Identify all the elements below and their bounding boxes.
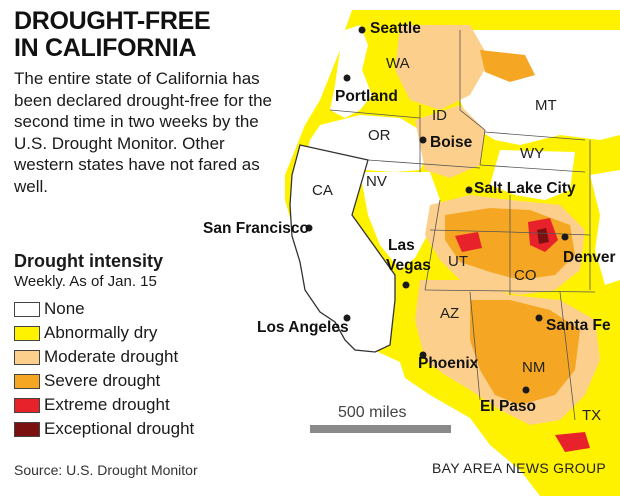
- legend-item: Abnormally dry: [14, 321, 254, 345]
- city-label-seattle: Seattle: [370, 20, 421, 37]
- state-label-id: ID: [432, 107, 447, 124]
- legend-label: Severe drought: [44, 371, 161, 390]
- city-label-salt-lake-city: Salt Lake City: [474, 180, 576, 197]
- legend-swatch: [14, 373, 40, 389]
- legend-label: Abnormally dry: [44, 323, 158, 342]
- denver-marker: [561, 233, 569, 241]
- los-angeles-marker: [343, 314, 351, 322]
- moderate-drought-wa: [395, 25, 490, 110]
- city-label-el-paso: El Paso: [480, 398, 536, 415]
- legend-label: Exceptional drought: [44, 419, 195, 438]
- legend: Drought intensity Weekly. As of Jan. 15 …: [14, 250, 254, 441]
- legend-item: None: [14, 297, 254, 321]
- map-title: DROUGHT-FREE IN CALIFORNIA: [14, 8, 314, 62]
- state-label-ca: CA: [312, 182, 333, 199]
- portland-marker: [343, 74, 351, 82]
- california-shape: [289, 144, 396, 353]
- city-label-las-vegas: Las Vegas: [386, 237, 431, 274]
- city-label-las-vegas-line: Vegas: [386, 257, 431, 274]
- city-label-phoenix: Phoenix: [418, 355, 479, 372]
- legend-swatch: [14, 301, 40, 317]
- state-borders: [329, 30, 596, 421]
- city-label-san-francisco: San Francisco: [203, 220, 309, 237]
- legend-label: Moderate drought: [44, 347, 179, 366]
- state-label-az: AZ: [440, 305, 459, 322]
- wyoming-no-drought: [490, 150, 575, 200]
- severe-drought-wa: [480, 50, 535, 82]
- extreme-drought-ut: [455, 232, 482, 252]
- city-label-santa-fe: Santa Fe: [546, 317, 611, 334]
- boise-marker: [419, 136, 427, 144]
- seattle-marker: [358, 26, 366, 34]
- city-markers: [305, 26, 569, 394]
- state-label-nm: NM: [522, 359, 545, 376]
- map-description: The entire state of California has been …: [14, 69, 273, 196]
- title-line-1: DROUGHT-FREE: [14, 7, 211, 35]
- legend-item: Moderate drought: [14, 345, 254, 369]
- credit-note: BAY AREA NEWS GROUP: [431, 460, 606, 476]
- city-label-portland: Portland: [335, 88, 398, 105]
- city-label-denver: Denver: [563, 249, 616, 266]
- las-vegas-marker: [402, 281, 410, 289]
- legend-label: Extreme drought: [44, 395, 170, 414]
- state-label-tx: TX: [582, 407, 601, 424]
- legend-item: Exceptional drought: [14, 417, 254, 441]
- east-no-drought: [590, 170, 620, 285]
- state-label-nv: NV: [366, 173, 387, 190]
- legend-subtitle: Weekly. As of Jan. 15: [14, 273, 157, 290]
- state-label-or: OR: [368, 127, 391, 144]
- phoenix-marker: [419, 351, 427, 359]
- state-label-ut: UT: [448, 253, 468, 270]
- legend-item: Severe drought: [14, 369, 254, 393]
- state-label-wa: WA: [386, 55, 410, 72]
- salt-lake-city-marker: [465, 186, 473, 194]
- extreme-drought-tx: [555, 432, 590, 452]
- legend-swatch: [14, 325, 40, 341]
- legend-swatch: [14, 421, 40, 437]
- city-label-las-vegas-line: Las: [388, 237, 415, 254]
- legend-swatch: [14, 397, 40, 413]
- nw-no-drought: [330, 25, 372, 118]
- city-label-los-angeles: Los Angeles: [257, 319, 349, 336]
- state-label-co: CO: [514, 267, 537, 284]
- scale-bar: [310, 425, 451, 433]
- san-francisco-marker: [305, 224, 313, 232]
- scale-label: 500 miles: [338, 404, 407, 421]
- santa-fe-marker: [535, 314, 543, 322]
- legend-items: None Abnormally dry Moderate drought Severe…: [14, 297, 254, 441]
- moderate-drought-id: [415, 105, 485, 178]
- source-note: Source: U.S. Drought Monitor: [14, 462, 198, 478]
- legend-label: None: [44, 299, 85, 318]
- legend-swatch: [14, 349, 40, 365]
- legend-title: Drought intensity: [14, 251, 163, 271]
- state-label-wy: WY: [520, 145, 544, 162]
- state-label-mt: MT: [535, 97, 557, 114]
- exceptional-drought-co: [537, 228, 549, 244]
- el-paso-marker: [522, 386, 530, 394]
- severe-drought-nm-az: [470, 300, 580, 405]
- legend-item: Extreme drought: [14, 393, 254, 417]
- nevada-no-drought: [360, 172, 440, 270]
- title-line-2: IN CALIFORNIA: [14, 34, 197, 62]
- city-label-boise: Boise: [430, 134, 473, 151]
